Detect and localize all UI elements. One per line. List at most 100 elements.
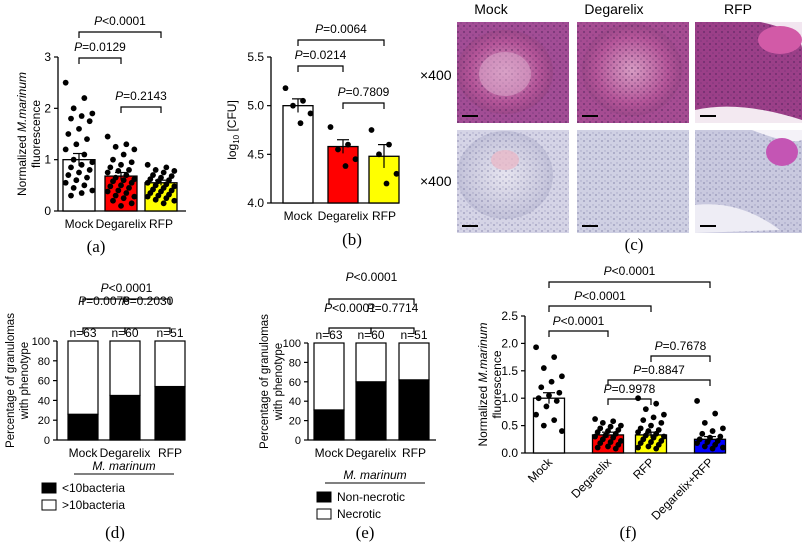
data-point	[89, 187, 96, 194]
y-tick-label: 4.0	[247, 196, 264, 210]
y-tick-label: 2.0	[501, 336, 518, 350]
data-point	[533, 411, 539, 418]
chart-a-marks: Mock Degarelix RFP P<0.0001 P=0.0129 P=0.2143	[62, 14, 178, 231]
y-tick-label: 5.5	[247, 50, 264, 64]
data-point	[123, 141, 130, 148]
data-point	[712, 410, 719, 417]
panel-e: 0 20 40 60 80 100 Percentage of granulomas with…	[259, 270, 436, 542]
p-value-label: P=0.0076	[78, 294, 130, 308]
data-point	[694, 398, 700, 404]
y-tick-label: 0.0	[501, 446, 518, 460]
significance-bracket	[78, 31, 162, 38]
data-point	[376, 151, 382, 158]
data-point	[709, 428, 716, 434]
n-label: n=63	[315, 328, 342, 342]
bar-segment-lower	[313, 409, 345, 441]
chart-f-axes: 0.0 0.5 1.0 1.5 2.0 2.5 Normalized M.marinum fl…	[476, 309, 723, 460]
data-point	[86, 167, 93, 173]
ihc-image-mock	[457, 130, 569, 233]
y-axis-label-line2: fluorescence	[29, 100, 43, 168]
panel-a: 0 1 2 3 Normalized M.marinum fluorescence Moc…	[15, 14, 186, 256]
data-point	[120, 177, 127, 184]
data-point	[128, 179, 135, 186]
data-point	[538, 384, 545, 391]
y-tick-label: 1.0	[501, 391, 518, 405]
data-point	[597, 440, 604, 447]
data-point	[84, 136, 90, 143]
y-tick-label: 1.5	[501, 364, 518, 378]
data-point	[112, 192, 119, 199]
y-tick-label: 0.5	[501, 419, 518, 433]
data-point	[393, 170, 400, 177]
data-point	[65, 131, 72, 137]
bar-segment-lower	[398, 379, 430, 441]
data-point	[640, 417, 647, 424]
data-point	[126, 185, 132, 191]
data-point	[86, 118, 93, 125]
data-point	[307, 110, 314, 117]
p-value-label: P=0.0064	[315, 22, 367, 36]
p-value-label: P<0.0001	[574, 289, 626, 303]
magnification-label-he: ×400	[420, 67, 452, 83]
y-axis-label: Percentage of granulomas	[5, 313, 17, 448]
y-tick-label: 40	[289, 396, 301, 408]
data-point	[605, 428, 611, 434]
data-point	[107, 183, 114, 190]
data-point	[155, 192, 162, 199]
legend-swatch	[316, 491, 332, 503]
data-point	[78, 190, 85, 196]
data-point	[68, 115, 74, 122]
data-point	[342, 163, 349, 169]
data-point	[327, 124, 334, 130]
data-point	[110, 156, 116, 163]
x-tick-label: Degarelix	[318, 209, 369, 223]
data-point	[701, 419, 708, 426]
y-tick-label: 5.0	[247, 99, 264, 113]
data-point	[131, 193, 138, 200]
panel-b: 4.0 4.5 5.0 5.5 log10 [CFU] Mock Degarelix RFP…	[225, 22, 400, 249]
data-point	[120, 151, 127, 158]
data-point	[599, 419, 606, 426]
bar-mock	[282, 105, 314, 204]
p-value-label: P<0.0001	[346, 270, 398, 284]
p-value-label: P=0.8847	[633, 363, 685, 377]
y-tick-label: 0	[44, 435, 50, 447]
data-point	[107, 164, 114, 171]
legend-label: Non-necrotic	[337, 490, 405, 504]
ihc-image-rfp	[695, 130, 802, 233]
legend-swatch	[41, 499, 57, 511]
p-value-label: P=0.0129	[74, 40, 126, 54]
data-point	[707, 434, 713, 441]
he-image-mock	[457, 22, 569, 123]
data-point	[548, 378, 555, 385]
legend-swatch	[41, 482, 57, 494]
data-point	[155, 178, 162, 185]
ihc-image-degarelix	[577, 130, 689, 233]
histology-col-mock: Mock	[474, 1, 508, 17]
data-point	[70, 185, 77, 191]
y-tick-label: 2	[44, 101, 51, 115]
data-point	[345, 141, 351, 148]
data-point	[76, 125, 82, 132]
legend-label: Necrotic	[337, 507, 381, 521]
data-point	[144, 161, 151, 168]
x-tick-label: RFP	[372, 209, 396, 223]
data-point	[144, 179, 151, 186]
legend-label: <10bacteria	[62, 481, 125, 495]
data-point	[81, 182, 88, 189]
data-point	[128, 200, 135, 207]
x-tick-label: RFP	[630, 455, 657, 482]
panel-f: 0.0 0.5 1.0 1.5 2.0 2.5 Normalized M.marinum fl…	[476, 264, 727, 542]
data-point	[300, 97, 306, 104]
y-axis-label-line2: fluorescence	[490, 350, 504, 418]
y-axis-label: log10 [CFU]	[225, 100, 241, 160]
legend-title: M. marinum	[92, 459, 155, 473]
x-tick-label: Mock	[69, 446, 99, 460]
data-point	[607, 439, 614, 445]
chart-a-axes: 0 1 2 3 Normalized M.marinum fluorescence	[15, 50, 186, 218]
data-point	[650, 434, 657, 441]
he-image-rfp	[695, 22, 802, 123]
x-tick-label: Mock	[284, 209, 314, 223]
data-point	[65, 172, 72, 178]
